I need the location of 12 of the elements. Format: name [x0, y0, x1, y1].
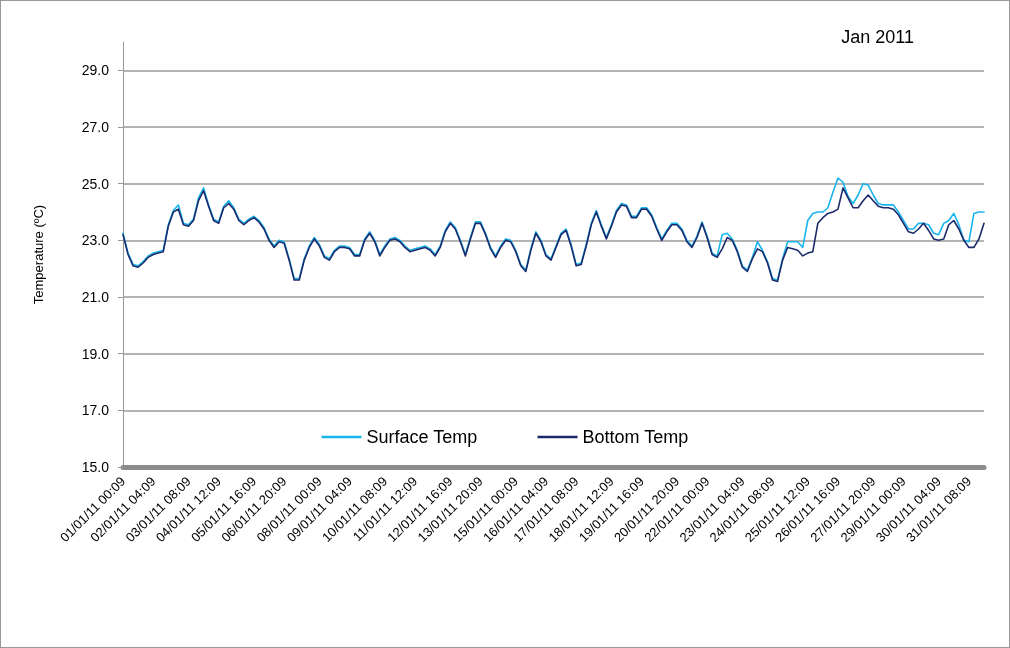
y-tick-label: 17.0 [81, 402, 110, 419]
y-tick-label: 19.0 [81, 345, 110, 362]
y-tick-label: 21.0 [81, 289, 110, 305]
chart-title: Jan 2011 [841, 27, 914, 47]
y-tick-label: 25.0 [81, 175, 110, 192]
legend-label: Surface Temp [366, 427, 478, 447]
y-axis-title: Temperature (ºC) [31, 204, 46, 305]
y-tick-label: 23.0 [81, 232, 110, 249]
y-tick-label: 29.0 [81, 62, 110, 79]
legend-label: Bottom Temp [582, 427, 689, 447]
y-tick-label: 15.0 [81, 459, 110, 475]
y-tick-label: 27.0 [81, 119, 110, 135]
